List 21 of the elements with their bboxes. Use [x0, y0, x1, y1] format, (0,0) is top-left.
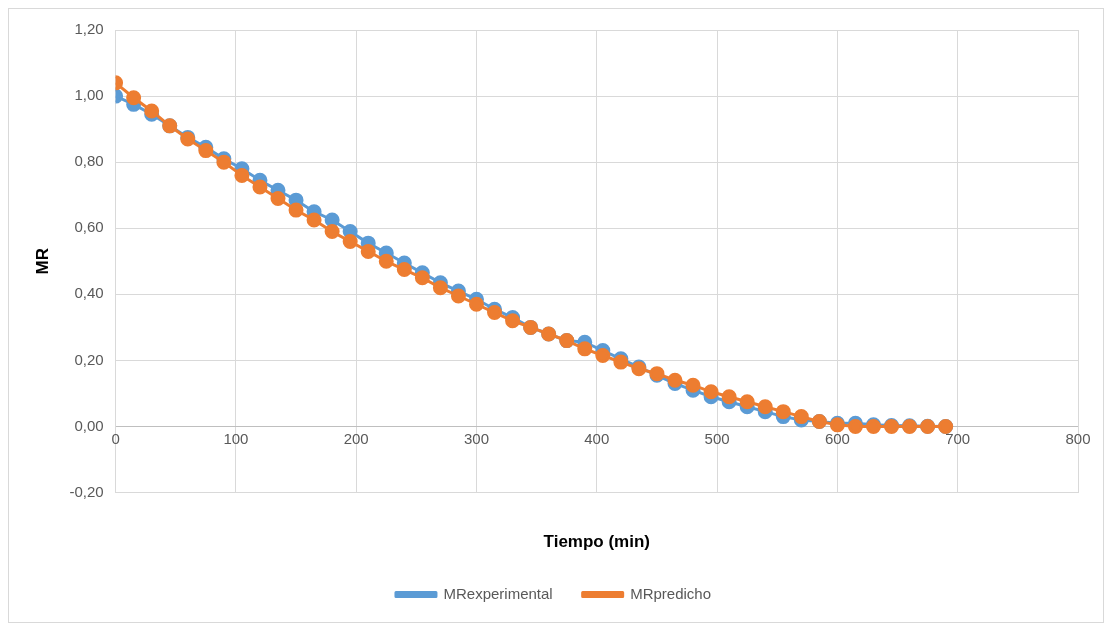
legend-label: MRpredicho [630, 584, 712, 602]
y-tick-label: 0,20 [74, 350, 104, 368]
y-tick-label: 0,80 [74, 152, 104, 170]
x-tick-label: 300 [463, 430, 490, 448]
x-tick-label: 600 [824, 430, 850, 448]
x-tick-label: 700 [945, 430, 971, 448]
y-tick-label: -0,20 [69, 482, 104, 500]
x-tick-label: 500 [704, 430, 730, 448]
x-tick-label: 200 [343, 430, 369, 448]
y-tick-label: 1,20 [74, 20, 104, 38]
x-tick-label: 0 [111, 430, 120, 448]
legend-label: MRexperimental [443, 584, 553, 602]
x-axis-title: Tiempo (min) [543, 532, 651, 552]
y-tick-label: 1,00 [74, 86, 104, 104]
x-tick-label: 800 [1065, 430, 1091, 448]
x-tick-label: 400 [584, 430, 610, 448]
y-tick-label: 0,40 [74, 284, 104, 302]
y-axis-title: MR [32, 248, 52, 275]
y-tick-label: 0,00 [74, 416, 104, 434]
x-tick-label: 100 [223, 430, 249, 448]
y-tick-label: 0,60 [74, 218, 104, 236]
